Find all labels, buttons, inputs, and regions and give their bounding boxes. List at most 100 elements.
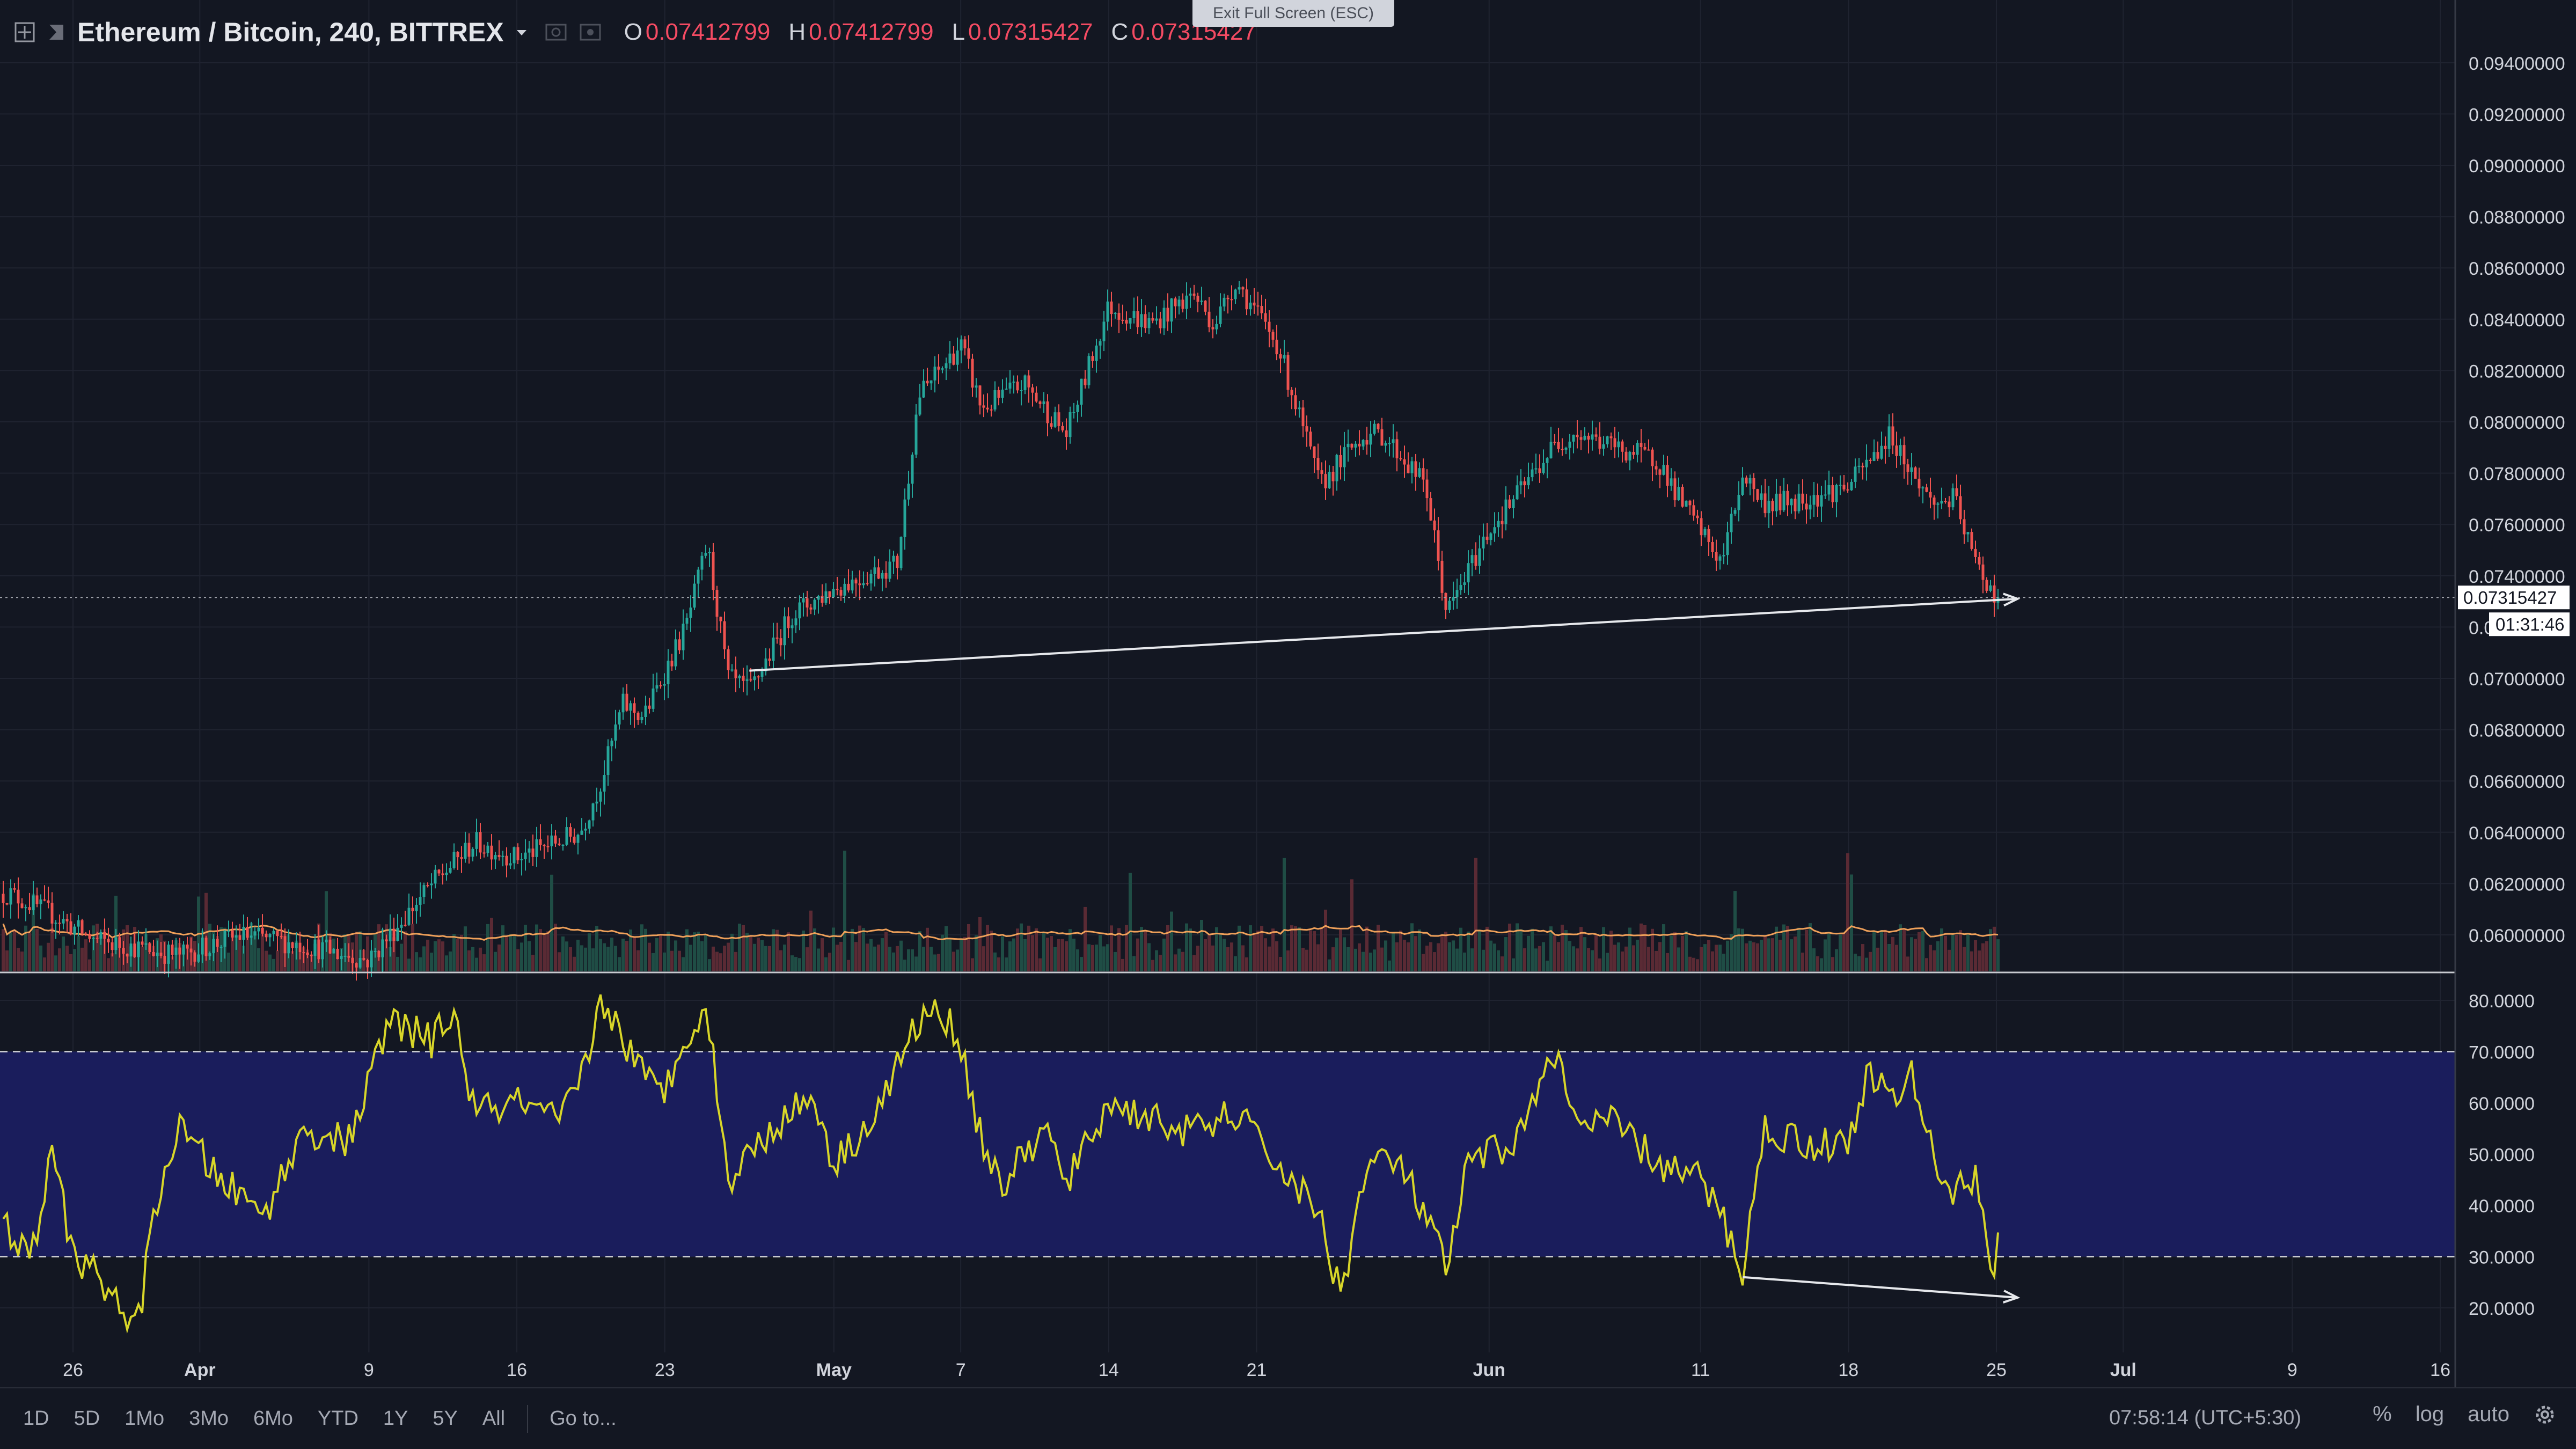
candle-body [73,926,76,935]
candle [1763,479,1767,518]
volume-bar [1914,939,1917,971]
candle-body [5,903,9,905]
percent-scale-button[interactable]: % [2373,1402,2392,1426]
candle-body [513,847,516,863]
candle-body [1155,318,1158,321]
price-trendline-line[interactable] [749,597,2018,672]
candle [129,936,133,967]
volume-bar [1305,949,1308,971]
goto-button[interactable]: Go to... [550,1407,617,1430]
candle-body [407,908,411,925]
candle-body [633,703,636,713]
candle-body [118,937,121,948]
camera-icon[interactable] [545,21,567,43]
candle-body [1606,436,1609,444]
candle-body [501,855,504,857]
gear-icon[interactable] [2533,1403,2557,1426]
range-5d-button[interactable]: 5D [74,1407,100,1430]
candle [1455,579,1459,609]
clock-display[interactable]: 07:58:14 (UTC+5:30) [2109,1407,2302,1429]
price-axis[interactable]: 0.094000000.092000000.090000000.08800000… [2469,54,2565,946]
volume-bar [1192,955,1196,971]
candle [858,570,861,601]
range-1mo-button[interactable]: 1Mo [125,1407,165,1430]
rsi-trendline[interactable] [1743,1276,2021,1304]
range-3mo-button[interactable]: 3Mo [189,1407,229,1430]
candle-body [313,939,317,956]
volume-bar [1174,954,1177,971]
candle [1012,375,1015,394]
volume-bar [1895,945,1898,971]
chevron-down-icon[interactable] [516,27,528,38]
candle-body [152,952,155,956]
candle [122,941,125,965]
flag-icon[interactable] [47,21,65,43]
candle-body [869,574,873,584]
volume-bar [667,931,670,971]
auto-scale-button[interactable]: auto [2468,1402,2509,1426]
range-1y-button[interactable]: 1Y [383,1407,408,1430]
candle [212,934,215,962]
volume-bar [69,954,72,971]
candle-body [854,579,858,584]
candle [1192,284,1196,300]
volume-bar [1482,949,1485,971]
price-tick-label: 0.06200000 [2469,874,2565,895]
candle-body [362,958,365,960]
add-symbol-icon[interactable] [14,21,35,43]
exit-fullscreen-button[interactable]: Exit Full Screen (ESC) [1192,0,1394,27]
volume-bar [1887,943,1891,971]
candles [2,278,2000,981]
volume-bar [1561,925,1564,971]
range-all-button[interactable]: All [482,1407,506,1430]
time-tick-label: 11 [1691,1360,1710,1380]
candle-body [1410,461,1414,473]
price-trendline-arrowhead[interactable] [2003,592,2021,607]
range-ytd-button[interactable]: YTD [317,1407,358,1430]
rsi-axis[interactable]: 80.000070.000060.000050.000040.000030.00… [2469,991,2535,1319]
candle-body [1944,501,1947,502]
candle-body [1872,452,1876,461]
settings-icon[interactable] [579,21,602,43]
candle-body [1008,382,1012,389]
volume-bar [1219,933,1222,971]
time-axis[interactable]: 26 Apr 9 16 23 May 7 14 21 Jun 11 18 25 Jul 9 16 [63,1360,2450,1380]
candle [862,571,865,589]
range-5y-button[interactable]: 5Y [433,1407,458,1430]
range-6mo-button[interactable]: 6Mo [253,1407,293,1430]
rsi-trendline-arrowhead[interactable] [2002,1290,2021,1304]
candle-body [1065,430,1068,437]
volume-bar [1264,938,1267,971]
log-scale-button[interactable]: log [2415,1402,2445,1426]
volume-bar [971,958,974,971]
volume-bar [1508,924,1511,971]
candle-body [381,939,384,957]
candle [1670,468,1673,491]
volume-bar [1444,931,1447,971]
candle-body [1700,518,1703,536]
candle [1087,353,1091,389]
volume-bar [77,936,80,971]
candle-body [385,939,388,942]
volume-bar [836,945,839,971]
candle-body [1395,439,1399,459]
range-1d-button[interactable]: 1D [23,1407,49,1430]
candle-body [1467,563,1470,583]
candle [250,921,253,945]
price-trendline[interactable] [749,592,2021,672]
rsi-trendline-line[interactable] [1743,1276,2018,1299]
candle-body [1579,437,1583,440]
candle [1050,416,1053,429]
candle [152,940,155,957]
volume-bar [648,942,651,971]
symbol-title[interactable]: Ethereum / Bitcoin, 240, BITTREX [77,17,504,47]
candle [475,818,478,857]
candle [1223,294,1226,312]
candle [1583,427,1586,441]
candle [1452,581,1455,610]
candle-body [471,848,474,857]
candle-body [1640,443,1643,447]
volume-bar [1241,945,1245,971]
candle-body [1846,489,1849,491]
